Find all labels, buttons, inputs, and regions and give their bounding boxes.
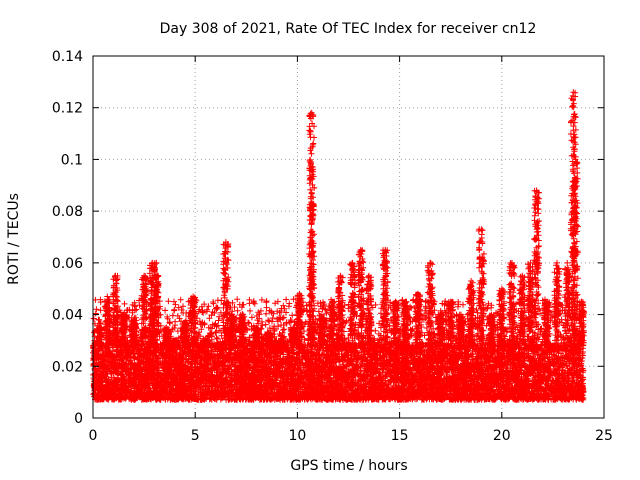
spike-point-45 xyxy=(533,187,540,194)
spike-point-44 xyxy=(527,259,534,266)
spike-point-40 xyxy=(488,311,495,318)
spike-point-36 xyxy=(447,298,454,305)
spike-point-21 xyxy=(296,290,303,297)
spike-point-19 xyxy=(278,337,285,344)
spike-point-23 xyxy=(308,200,315,207)
spike-point-15 xyxy=(228,311,235,318)
x-tick-label: 25 xyxy=(595,428,613,444)
spike-point-1 xyxy=(104,293,111,300)
spike-point-3 xyxy=(120,311,127,318)
spike-point-0 xyxy=(96,324,103,331)
spike-point-50 xyxy=(572,156,579,163)
data-points xyxy=(90,89,588,403)
x-tick-label: 10 xyxy=(288,428,306,444)
spike-point-34 xyxy=(427,259,434,266)
spike-point-16 xyxy=(239,311,246,318)
spike-point-14 xyxy=(222,239,229,246)
spike-point-48 xyxy=(564,259,571,266)
y-tick-label: 0.14 xyxy=(52,49,83,65)
spike-point-20 xyxy=(290,324,297,331)
x-tick-label: 20 xyxy=(493,428,511,444)
y-tick-label: 0.1 xyxy=(61,152,83,168)
spike-point-17 xyxy=(253,324,260,331)
spike-point-47 xyxy=(553,259,560,266)
spike-point-37 xyxy=(457,311,464,318)
y-tick-label: 0.08 xyxy=(52,204,83,220)
spike-point-18 xyxy=(265,329,272,336)
y-tick-label: 0.12 xyxy=(52,101,83,117)
spike-point-29 xyxy=(365,272,372,279)
y-axis-label: ROTI / TECUs xyxy=(6,193,22,285)
spike-point-12 xyxy=(202,337,209,344)
chart-title: Day 308 of 2021, Rate Of TEC Index for r… xyxy=(160,21,537,37)
axes: 0 5 10 15 20 25 0 0.02 0.04 0.06 0.08 0.1 0.12 0.14 xyxy=(52,49,613,444)
spike-point-25 xyxy=(329,298,336,305)
spike-point-30 xyxy=(382,246,389,253)
spike-point-32 xyxy=(402,298,409,305)
spike-point-38 xyxy=(468,277,475,284)
spike-point-2 xyxy=(112,272,119,279)
y-tick-label: 0.06 xyxy=(52,256,83,272)
spike-point-35 xyxy=(437,311,444,318)
spike-point-49 xyxy=(570,89,577,96)
spike-point-5 xyxy=(141,272,148,279)
spike-point-43 xyxy=(519,272,526,279)
x-tick-label: 5 xyxy=(191,428,200,444)
scatter-markers xyxy=(90,89,588,403)
spike-point-8 xyxy=(163,324,170,331)
spike-point-24 xyxy=(318,311,325,318)
spike-point-33 xyxy=(414,290,421,297)
spike-point-39 xyxy=(478,226,485,233)
spike-point-11 xyxy=(190,293,197,300)
x-tick-label: 15 xyxy=(391,428,409,444)
grid-lines xyxy=(93,56,604,418)
spike-point-10 xyxy=(181,319,188,326)
spike-point-13 xyxy=(212,342,219,349)
spike-point-4 xyxy=(130,316,137,323)
spike-point-51 xyxy=(578,298,585,305)
x-tick-label: 0 xyxy=(89,428,98,444)
y-tick-label: 0 xyxy=(74,411,83,427)
x-axis-label: GPS time / hours xyxy=(290,458,407,474)
spike-point-31 xyxy=(392,298,399,305)
y-tick-label: 0.04 xyxy=(52,308,83,324)
spike-point-9 xyxy=(171,337,178,344)
spike-point-46 xyxy=(543,298,550,305)
spike-point-22 xyxy=(308,109,315,116)
spike-point-42 xyxy=(509,259,516,266)
spike-point-28 xyxy=(357,246,364,253)
spike-point-7 xyxy=(153,259,160,266)
spike-point-26 xyxy=(337,272,344,279)
spike-point-27 xyxy=(349,259,356,266)
plot-border xyxy=(92,55,605,419)
spike-point-41 xyxy=(498,285,505,292)
y-tick-label: 0.02 xyxy=(52,359,83,375)
